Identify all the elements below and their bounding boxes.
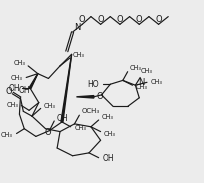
Text: CH₃: CH₃ <box>13 60 25 66</box>
Text: CH₃: CH₃ <box>102 114 114 120</box>
Text: O: O <box>97 15 104 24</box>
Text: O: O <box>6 87 12 96</box>
Text: CH₃: CH₃ <box>7 102 19 108</box>
Text: CH₃: CH₃ <box>74 125 86 131</box>
Polygon shape <box>61 54 72 122</box>
Text: O: O <box>97 92 103 101</box>
Text: OCH₃: OCH₃ <box>81 108 99 114</box>
Text: OH: OH <box>9 84 20 93</box>
Text: N: N <box>138 78 145 87</box>
Text: HO: HO <box>87 80 99 89</box>
Text: O: O <box>136 15 143 24</box>
Text: CH₃: CH₃ <box>135 84 147 90</box>
Text: CH₃: CH₃ <box>140 68 152 74</box>
Text: CH₃: CH₃ <box>151 79 163 85</box>
Polygon shape <box>76 96 94 98</box>
Text: CH₃: CH₃ <box>103 130 115 137</box>
Text: O: O <box>117 15 123 24</box>
Text: OH: OH <box>103 154 114 163</box>
Text: O: O <box>155 15 162 24</box>
Text: OH: OH <box>56 114 68 123</box>
Text: O: O <box>79 15 85 24</box>
Text: CH₃: CH₃ <box>44 102 56 109</box>
Text: OH: OH <box>18 85 30 95</box>
Text: N: N <box>74 23 81 32</box>
Text: CH₃: CH₃ <box>73 52 85 58</box>
Text: CH₃: CH₃ <box>10 75 22 81</box>
Text: CH₃: CH₃ <box>130 65 142 71</box>
Polygon shape <box>29 74 38 89</box>
Text: O: O <box>44 128 51 137</box>
Text: CH₃: CH₃ <box>1 132 13 139</box>
